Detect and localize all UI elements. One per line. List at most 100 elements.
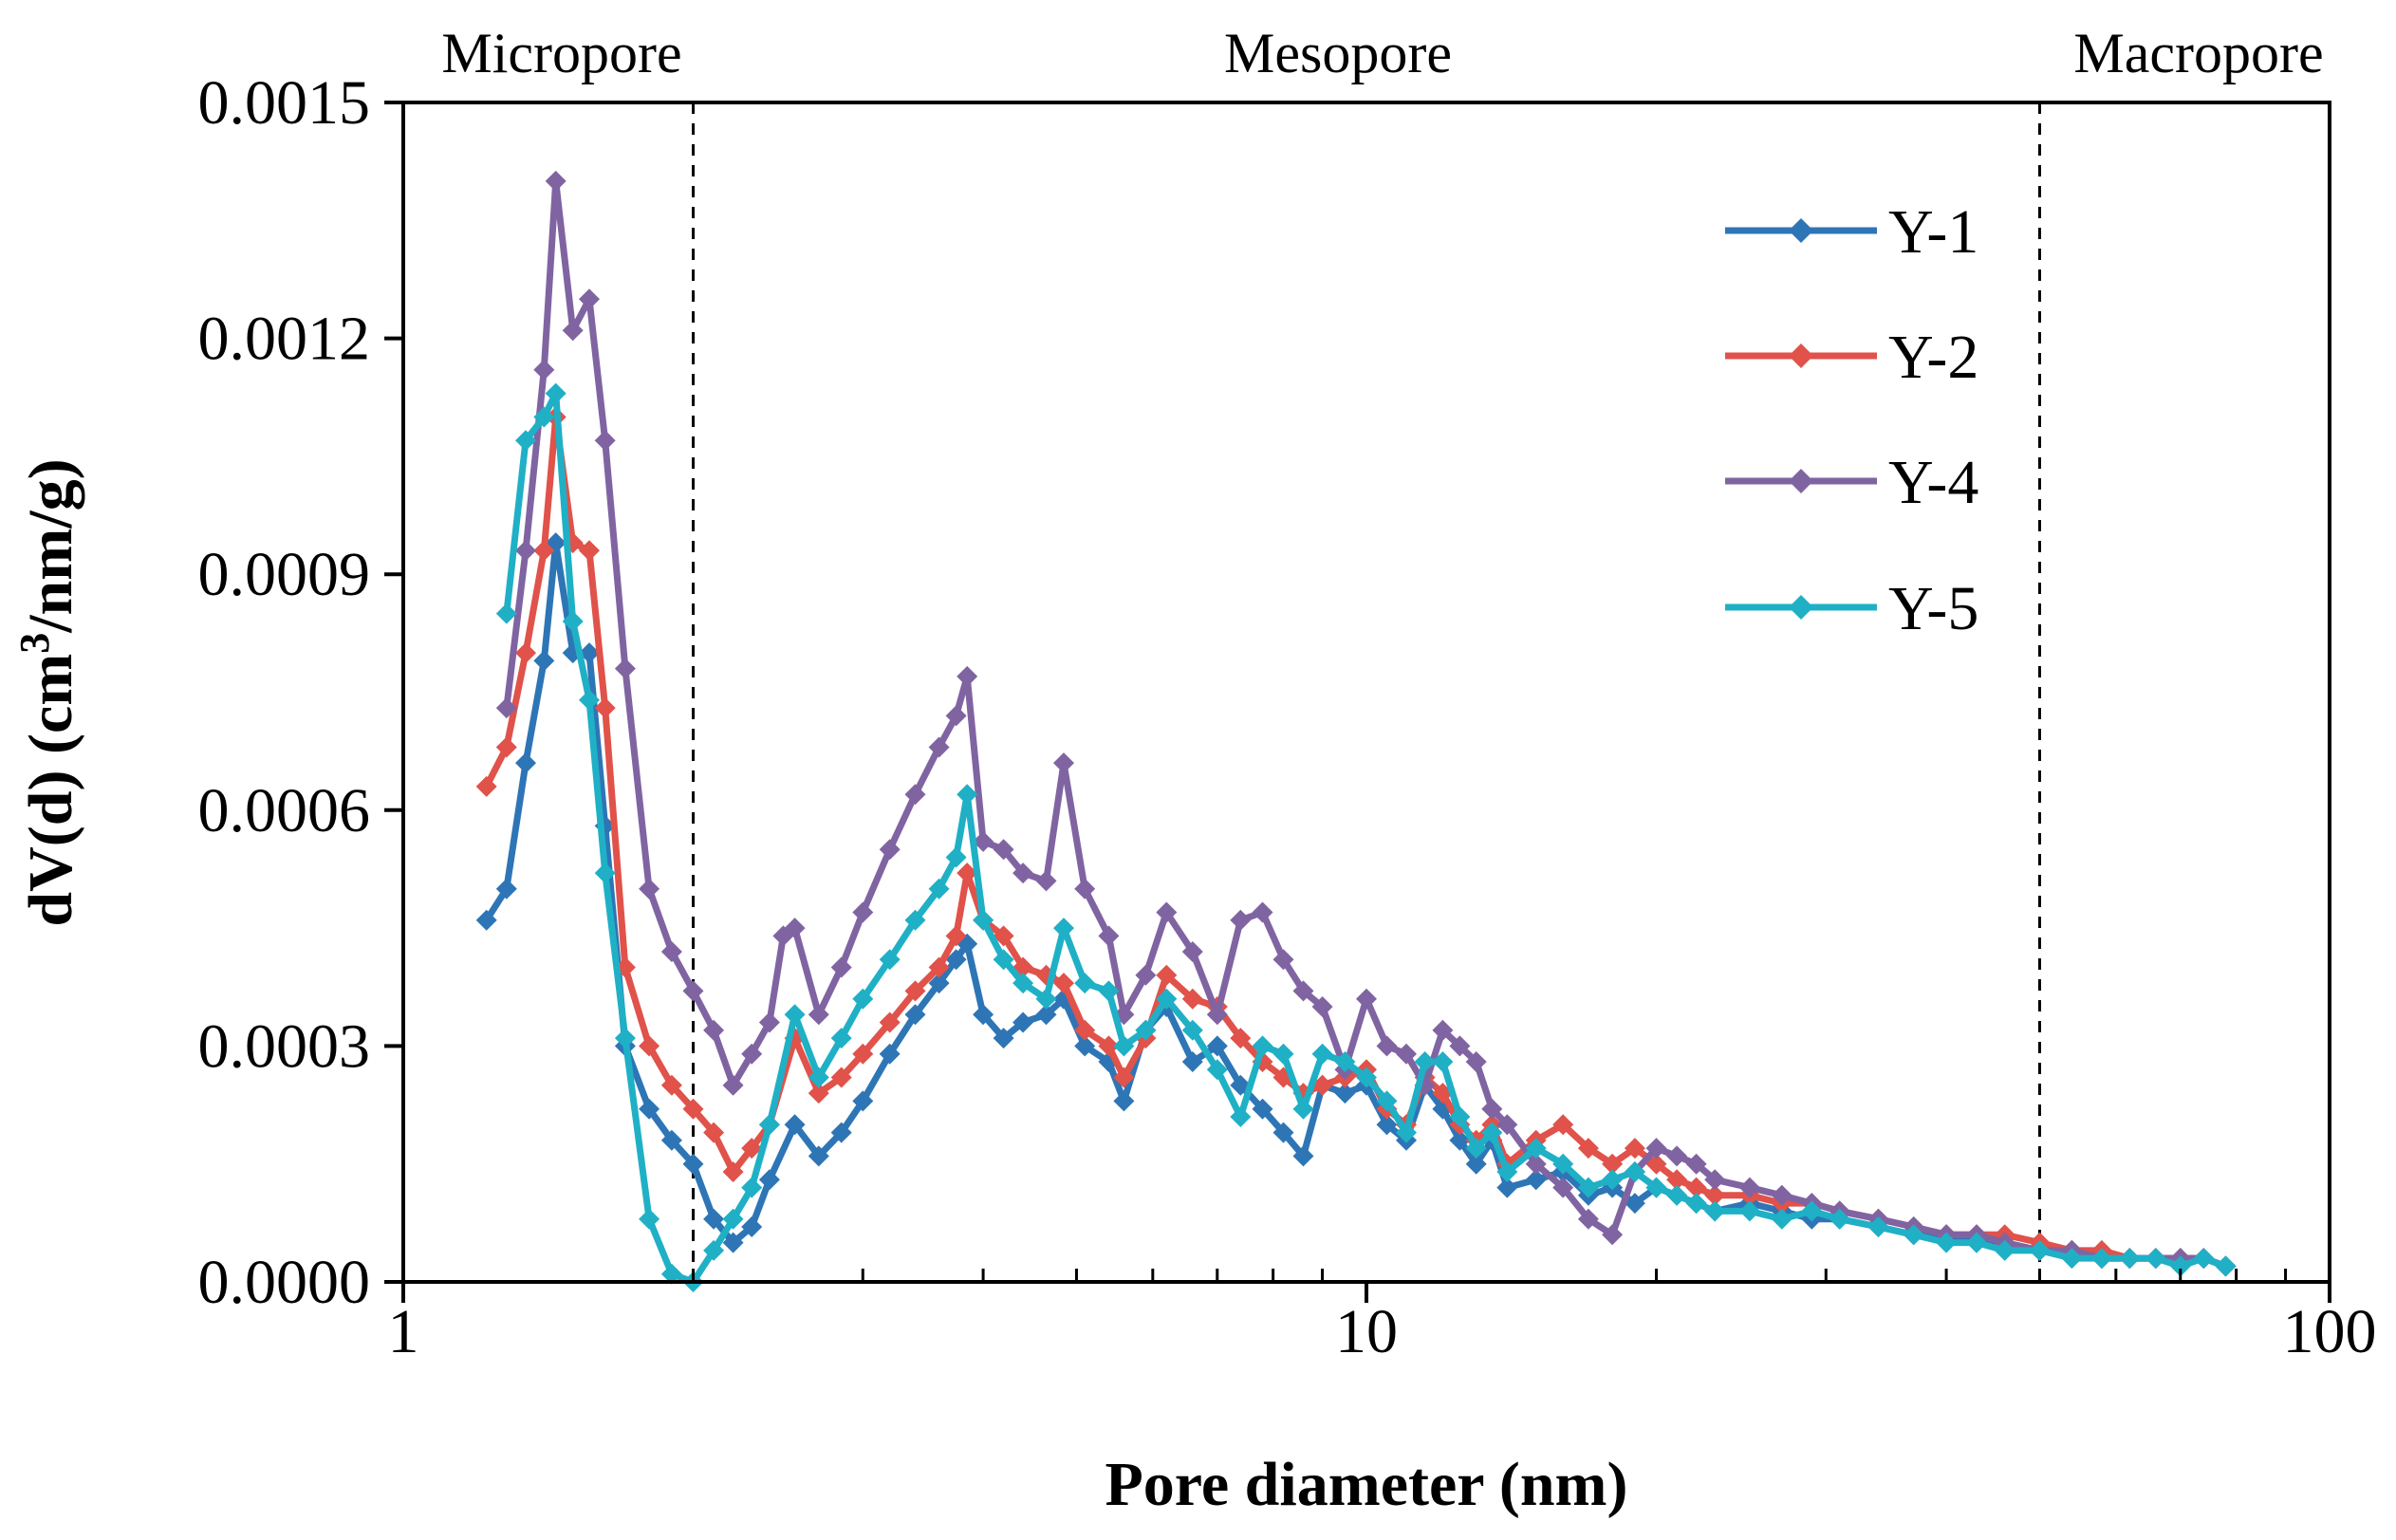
data-point — [1230, 909, 1252, 931]
data-point — [879, 949, 901, 971]
legend-swatch-marker — [1789, 595, 1813, 620]
y-tick-label: 0.0003 — [198, 1011, 371, 1081]
data-point — [945, 949, 967, 971]
x-major-ticks — [401, 1282, 2331, 1303]
data-point — [1012, 973, 1034, 994]
data-point — [1230, 1106, 1252, 1127]
data-point — [784, 1004, 806, 1026]
region-label-mesopore: Mesopore — [1224, 22, 1452, 84]
data-point — [1311, 996, 1333, 1017]
data-point — [808, 1083, 829, 1104]
data-point — [1449, 1129, 1471, 1151]
y-axis-title-suffix: /nm/g) — [16, 458, 85, 633]
data-point — [1738, 1200, 1760, 1222]
data-point — [1376, 1114, 1398, 1136]
data-point — [945, 846, 967, 868]
data-point — [682, 1153, 704, 1175]
data-point — [722, 1232, 744, 1253]
legend-label: Y-4 — [1888, 448, 1978, 517]
data-point — [904, 1004, 926, 1026]
data-point — [1113, 1090, 1135, 1112]
data-point — [830, 1067, 852, 1088]
data-point — [1704, 1200, 1726, 1222]
series-layer — [475, 170, 2237, 1292]
data-point — [703, 1239, 725, 1261]
data-point — [993, 839, 1014, 861]
data-point — [1135, 964, 1157, 986]
data-point — [808, 1004, 829, 1026]
data-point — [614, 1028, 636, 1049]
data-point — [660, 941, 682, 962]
data-point — [1292, 1098, 1314, 1120]
data-point — [1252, 1098, 1273, 1120]
data-point — [1206, 1035, 1228, 1057]
data-point — [722, 1161, 744, 1182]
data-point — [973, 1004, 994, 1026]
data-point — [1525, 1138, 1547, 1160]
data-point — [639, 1035, 660, 1057]
legend-item-y2: Y-2 — [1725, 323, 1978, 392]
data-point — [515, 540, 536, 562]
data-point — [741, 1138, 763, 1160]
data-point — [1311, 1043, 1333, 1065]
data-point — [741, 1177, 763, 1198]
data-point — [1685, 1153, 1707, 1175]
data-point — [928, 973, 950, 994]
data-point — [1645, 1138, 1667, 1160]
data-point — [1074, 1035, 1096, 1057]
data-point — [1666, 1184, 1688, 1206]
data-point — [1602, 1224, 1624, 1246]
data-point — [2193, 1248, 2215, 1270]
data-point — [928, 956, 950, 978]
data-point — [957, 784, 978, 806]
data-point — [1135, 1019, 1157, 1041]
data-point — [1376, 1090, 1398, 1112]
data-point — [660, 1074, 682, 1096]
data-point — [1465, 1153, 1487, 1175]
data-point — [2090, 1248, 2112, 1270]
data-point — [741, 1043, 763, 1065]
data-point — [1552, 1153, 1574, 1175]
data-point — [594, 697, 616, 719]
data-point — [2215, 1255, 2237, 1277]
data-point — [1230, 1028, 1252, 1049]
data-point — [1966, 1232, 1987, 1253]
data-point — [639, 878, 660, 900]
data-point — [533, 540, 555, 562]
data-point — [533, 406, 555, 428]
data-point — [1867, 1216, 1889, 1237]
data-point — [993, 925, 1014, 947]
data-point — [1432, 1051, 1454, 1072]
x-tick-label: 100 — [2283, 1297, 2377, 1366]
legend-item-y4: Y-4 — [1725, 448, 1978, 517]
data-point — [562, 320, 584, 342]
data-point — [1465, 1051, 1487, 1072]
data-point — [1272, 1043, 1294, 1065]
data-point — [495, 736, 517, 758]
data-point — [1334, 1051, 1356, 1072]
data-point — [1801, 1200, 1823, 1222]
data-point — [928, 878, 950, 900]
data-point — [2061, 1248, 2083, 1270]
data-point — [1432, 1019, 1454, 1041]
data-point — [1396, 1043, 1417, 1065]
legend-label: Y-1 — [1888, 197, 1978, 267]
data-point — [639, 1208, 660, 1230]
data-point — [993, 949, 1014, 971]
data-point — [758, 1114, 780, 1136]
data-point — [1685, 1193, 1707, 1215]
data-point — [1704, 1169, 1726, 1191]
data-point — [1645, 1177, 1667, 1198]
data-point — [1252, 1035, 1273, 1057]
data-point — [1666, 1145, 1688, 1167]
data-point — [928, 736, 950, 758]
data-point — [1181, 988, 1203, 1010]
data-point — [579, 689, 600, 711]
data-point — [808, 1067, 829, 1088]
data-point — [904, 980, 926, 1002]
data-point — [1449, 1106, 1471, 1127]
legend-swatch-marker — [1789, 343, 1813, 368]
data-point — [1356, 1067, 1377, 1088]
data-point — [1396, 1122, 1417, 1143]
